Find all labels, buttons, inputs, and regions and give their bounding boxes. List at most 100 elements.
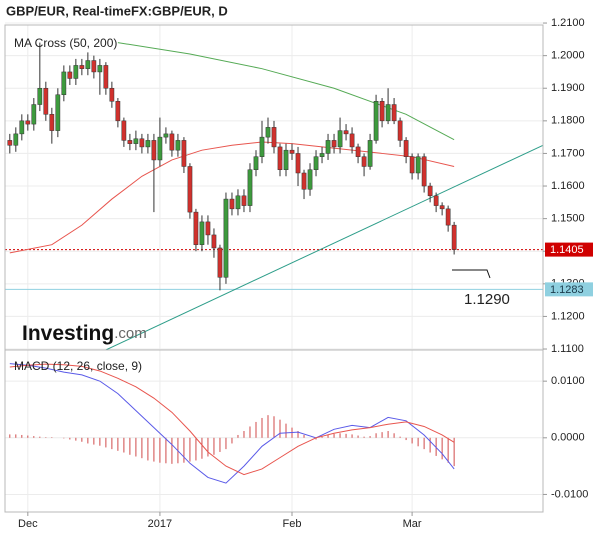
- grid: [5, 22, 543, 512]
- candle-body: [247, 169, 253, 206]
- candle-body: [433, 195, 439, 206]
- candle-body: [337, 130, 343, 148]
- candle-body: [289, 149, 295, 154]
- candle-body: [445, 208, 451, 226]
- candle-body: [229, 198, 235, 210]
- candle-body: [223, 198, 229, 278]
- candle-body: [331, 140, 337, 148]
- candle-body: [259, 136, 265, 157]
- candle-body: [379, 101, 385, 122]
- x-tick-label: Dec: [18, 518, 38, 530]
- candle-body: [415, 156, 421, 174]
- y-tick-label: 1.1500: [551, 213, 585, 225]
- candle-body: [19, 120, 25, 135]
- y-tick-label: 1.2100: [551, 17, 585, 29]
- candle-body: [451, 224, 457, 250]
- annotation: 1.1290: [464, 291, 510, 308]
- candle-body: [361, 156, 367, 167]
- candle-body: [391, 104, 397, 122]
- candle-body: [319, 153, 325, 157]
- candle-body: [211, 234, 217, 249]
- candle-body: [265, 127, 271, 138]
- logo-brand: Investing: [22, 322, 114, 345]
- candle-body: [397, 120, 403, 141]
- candle-body: [355, 146, 361, 157]
- y-tick-label: 0.0100: [551, 375, 585, 387]
- candle-body: [91, 60, 97, 73]
- price-frame: [4, 24, 544, 351]
- y-tick-label: 1.1200: [551, 310, 585, 322]
- candle-body: [7, 140, 13, 146]
- candle-body: [283, 149, 289, 170]
- macd-panel-title: MACD (12, 26, close, 9): [14, 359, 142, 373]
- candle-body: [427, 185, 433, 197]
- price-label-box: [545, 282, 593, 297]
- y-tick-label: 1.1900: [551, 82, 585, 94]
- macd-line: [9, 363, 455, 484]
- candle-body: [301, 172, 307, 190]
- candle-body: [151, 140, 157, 161]
- price-panel-title: MA Cross (50, 200): [14, 36, 117, 50]
- candle-body: [385, 104, 391, 122]
- candle-body: [175, 140, 181, 151]
- candle-body: [277, 146, 283, 170]
- y-tick-label: 1.1600: [551, 180, 585, 192]
- candle-body: [25, 120, 31, 125]
- candle-body: [97, 65, 103, 73]
- candle-body: [193, 211, 199, 245]
- x-tick-label: Feb: [283, 518, 302, 530]
- candle-body: [79, 65, 85, 69]
- price-label-box: [545, 242, 593, 257]
- logo-domain: .com: [114, 325, 147, 342]
- candle-body: [163, 133, 169, 138]
- x-tick-label: 2017: [148, 518, 172, 530]
- logo: Investing.com: [22, 322, 147, 345]
- candle-body: [31, 104, 37, 125]
- price-label: 1.1283: [550, 284, 584, 296]
- candle-body: [313, 156, 319, 170]
- y-tick-label: 1.2000: [551, 50, 585, 62]
- candle-body: [115, 101, 121, 122]
- candle-body: [13, 133, 19, 146]
- macd-line: [9, 363, 455, 476]
- candle-body: [121, 120, 127, 141]
- y-tick-label: 1.1700: [551, 147, 585, 159]
- overlay-line: [104, 144, 543, 350]
- candle-body: [181, 140, 187, 167]
- candle-body: [217, 247, 223, 278]
- y-tick-label: 1.1100: [551, 343, 584, 355]
- candle-body: [43, 87, 49, 115]
- candle-body: [403, 140, 409, 157]
- candle-body: [325, 140, 331, 154]
- candle-body: [187, 166, 193, 213]
- candle-body: [421, 156, 427, 187]
- candle-body: [409, 156, 415, 174]
- macd-frame: [4, 349, 544, 513]
- candle-body: [73, 65, 79, 79]
- y-tick-label: 0.0000: [551, 432, 585, 444]
- candle-body: [307, 169, 313, 190]
- candle-body: [367, 140, 373, 167]
- candle-body: [253, 156, 259, 170]
- candle-body: [199, 221, 205, 245]
- candle-body: [271, 127, 277, 148]
- candle-body: [439, 205, 445, 210]
- candle-body: [139, 138, 145, 148]
- candle-body: [295, 153, 301, 174]
- y-tick-label: 1.1800: [551, 115, 585, 127]
- candle-body: [349, 133, 355, 148]
- annotation-pointer: [452, 269, 491, 279]
- axes: 1.11001.12001.13001.14001.15001.16001.17…: [18, 17, 593, 530]
- candle-body: [343, 130, 349, 135]
- candle-body: [61, 71, 67, 96]
- candle-body: [85, 60, 91, 69]
- candle-body: [145, 140, 151, 148]
- candle-body: [109, 87, 115, 102]
- candle-body: [103, 65, 109, 89]
- candle-body: [157, 136, 163, 161]
- candle-body: [67, 71, 73, 79]
- candle-body: [373, 101, 379, 141]
- macd-panel: [9, 363, 455, 484]
- y-tick-label: -0.0100: [551, 488, 588, 500]
